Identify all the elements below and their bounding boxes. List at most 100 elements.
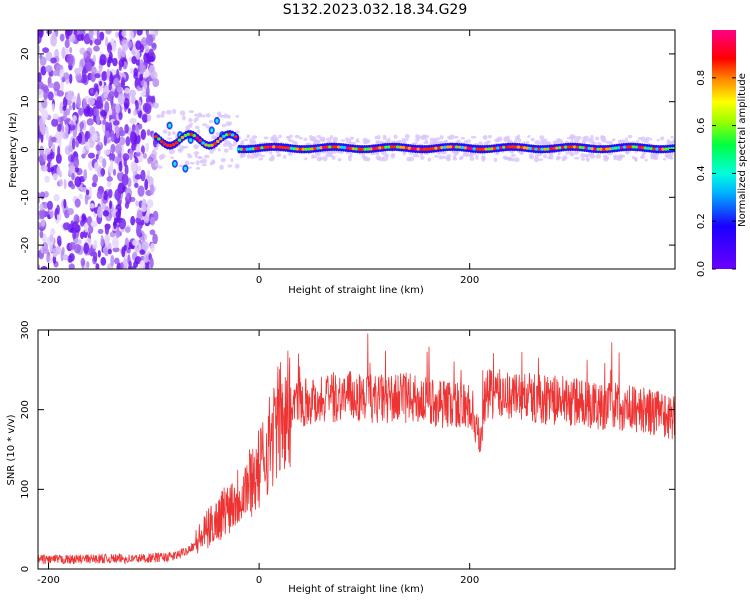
noise-blob bbox=[38, 88, 44, 99]
halo-blob bbox=[552, 140, 558, 145]
noise-blob bbox=[142, 113, 149, 124]
noise-blob bbox=[135, 224, 142, 237]
halo-blob bbox=[627, 134, 633, 139]
noise-blob bbox=[52, 113, 59, 120]
noise-blob bbox=[121, 173, 129, 186]
snr-y-tick-label: 100 bbox=[20, 480, 31, 499]
signal-core bbox=[572, 145, 577, 149]
signal-core bbox=[558, 146, 562, 150]
noise-blob bbox=[122, 153, 130, 161]
halo-blob bbox=[167, 131, 172, 137]
noise-blob bbox=[39, 203, 44, 211]
signal-core bbox=[543, 147, 547, 151]
noise-blob bbox=[116, 86, 124, 93]
noise-blob bbox=[56, 90, 65, 97]
signal-core bbox=[351, 147, 356, 151]
noise-blob bbox=[136, 209, 143, 219]
signal-core bbox=[437, 146, 441, 150]
signal-core bbox=[513, 145, 518, 149]
noise-blob bbox=[93, 207, 99, 213]
halo-blob bbox=[393, 134, 398, 140]
noise-blob bbox=[87, 97, 96, 106]
snr-ylabel: SNR (10 * v/v) bbox=[6, 414, 17, 485]
noise-blob bbox=[144, 103, 152, 115]
signal-core bbox=[563, 145, 568, 149]
excursion-core bbox=[189, 137, 193, 142]
halo-blob bbox=[316, 134, 322, 139]
halo-blob bbox=[205, 113, 211, 118]
halo-blob bbox=[448, 136, 452, 140]
noise-blob bbox=[63, 110, 68, 121]
halo-blob bbox=[249, 138, 253, 144]
noise-blob bbox=[96, 96, 102, 104]
noise-blob bbox=[106, 176, 113, 182]
halo-blob bbox=[452, 157, 458, 161]
halo-blob bbox=[199, 159, 204, 164]
noise-blob bbox=[47, 82, 55, 88]
halo-blob bbox=[331, 155, 336, 160]
signal-core bbox=[569, 145, 574, 149]
noise-blob bbox=[62, 254, 69, 261]
noise-blob bbox=[99, 31, 105, 41]
noise-blob bbox=[72, 101, 76, 111]
noise-blob bbox=[110, 143, 116, 154]
noise-blob bbox=[44, 148, 51, 155]
noise-blob bbox=[109, 200, 113, 210]
spectrogram-layer bbox=[38, 30, 675, 269]
noise-blob bbox=[105, 30, 112, 35]
spectrogram-xlabel: Height of straight line (km) bbox=[288, 285, 424, 296]
signal-core bbox=[614, 146, 618, 150]
noise-blob bbox=[74, 198, 81, 208]
signal-core bbox=[407, 146, 412, 150]
signal-core bbox=[410, 147, 415, 151]
noise-blob bbox=[83, 168, 88, 181]
noise-blob bbox=[40, 123, 46, 136]
noise-blob bbox=[42, 47, 50, 53]
noise-blob bbox=[76, 34, 83, 42]
noise-blob bbox=[108, 122, 113, 133]
noise-blob bbox=[63, 198, 67, 209]
noise-blob bbox=[144, 233, 148, 241]
noise-blob bbox=[60, 80, 64, 92]
noise-blob bbox=[109, 231, 116, 238]
halo-blob bbox=[340, 139, 346, 142]
halo-blob bbox=[408, 152, 414, 155]
signal-core bbox=[484, 147, 488, 151]
signal-core bbox=[180, 135, 185, 140]
halo-blob bbox=[634, 157, 638, 162]
halo-blob bbox=[525, 140, 530, 145]
noise-blob bbox=[104, 101, 110, 113]
noise-blob bbox=[80, 219, 85, 227]
halo-blob bbox=[438, 155, 444, 160]
noise-blob bbox=[86, 107, 94, 117]
noise-blob bbox=[131, 55, 137, 65]
noise-blob bbox=[62, 96, 68, 109]
noise-blob bbox=[59, 116, 64, 127]
noise-blob bbox=[38, 222, 42, 229]
noise-blob bbox=[103, 93, 109, 99]
halo-blob bbox=[208, 120, 214, 124]
halo-blob bbox=[401, 138, 406, 144]
noise-blob bbox=[70, 155, 75, 163]
noise-blob bbox=[149, 229, 156, 236]
noise-blob bbox=[88, 224, 94, 234]
halo-blob bbox=[166, 137, 172, 140]
halo-blob bbox=[656, 138, 660, 142]
halo-blob bbox=[355, 138, 360, 143]
noise-blob bbox=[152, 233, 158, 245]
halo-blob bbox=[611, 138, 616, 142]
noise-blob bbox=[65, 91, 71, 100]
noise-blob bbox=[137, 165, 142, 172]
signal-core bbox=[189, 132, 194, 137]
noise-blob bbox=[43, 85, 49, 92]
noise-blob bbox=[64, 48, 69, 55]
signal-core bbox=[549, 147, 553, 151]
halo-blob bbox=[258, 157, 263, 161]
excursion-core bbox=[183, 166, 187, 171]
noise-blob bbox=[113, 220, 117, 230]
halo-blob bbox=[481, 155, 486, 160]
signal-core bbox=[658, 147, 662, 151]
halo-blob bbox=[333, 138, 337, 144]
signal-core bbox=[210, 143, 214, 147]
halo-blob bbox=[246, 134, 250, 139]
